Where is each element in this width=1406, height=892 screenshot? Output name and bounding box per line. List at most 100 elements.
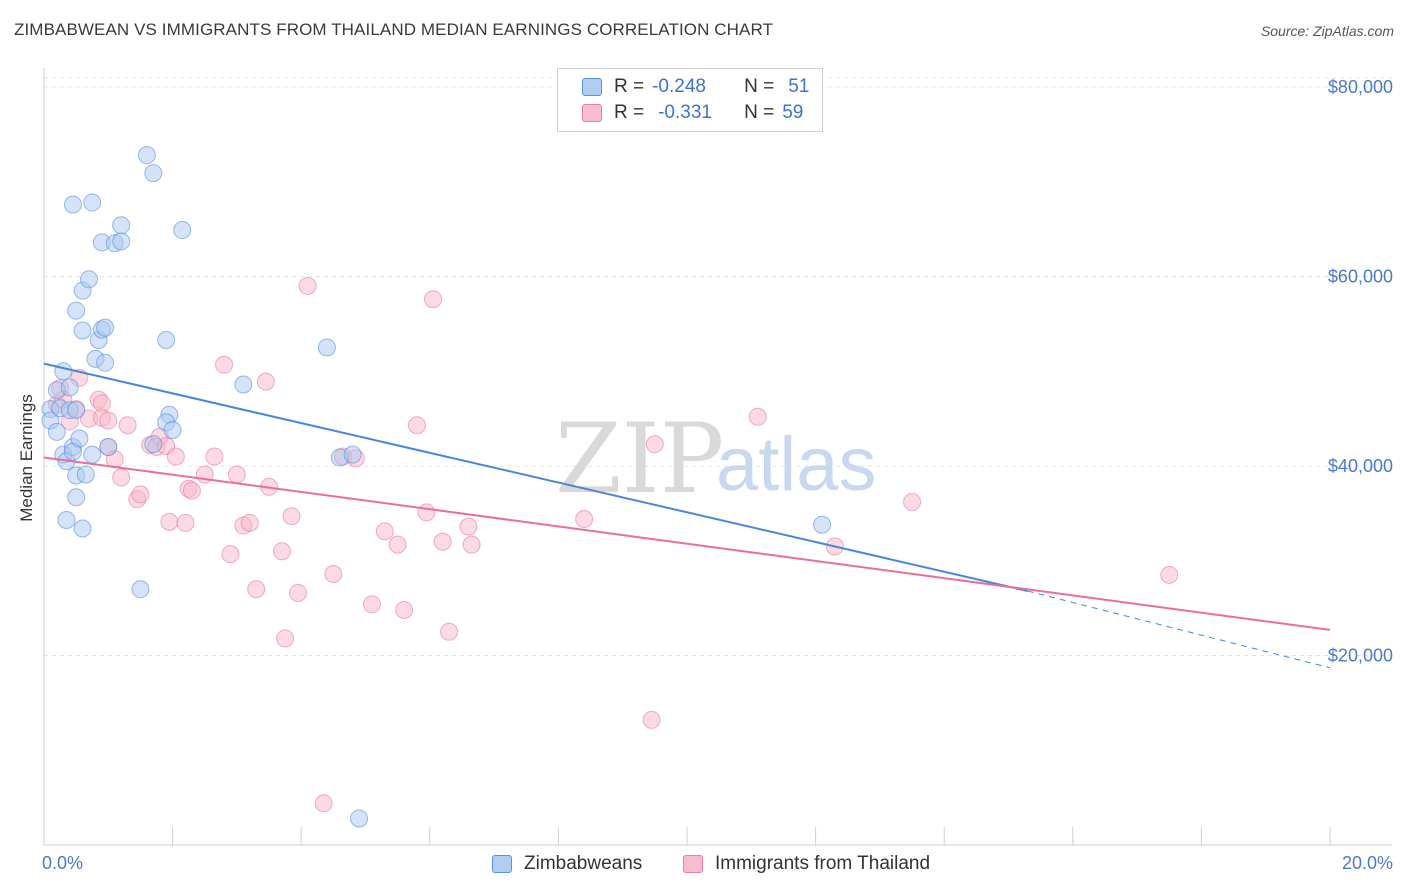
thailand-point [903,492,922,511]
thailand-point [407,416,426,435]
thailand-point [215,355,234,374]
legend-swatch-thailand [582,104,602,122]
x-tick-label-min: 0.0% [42,853,83,873]
zimbabweans-point [67,488,86,507]
bottom-legend-zimbabweans: Zimbabweans [492,852,642,876]
zimbabweans-point [163,420,182,439]
y-tick-label: $60,000 [1328,266,1393,286]
thailand-point [298,276,317,295]
legend-n-label: N = [744,102,775,123]
zimbabweans-point [343,445,362,464]
zimbabweans-point [67,301,86,320]
legend-r-label: R = [614,76,645,97]
thailand-point [288,583,307,602]
thailand-point [440,622,459,641]
tick-labels: $20,000 $40,000 $60,000 $80,000 0.0% 20.0% [42,77,1393,873]
thailand-point [362,595,381,614]
thailand-point [227,465,246,484]
zimbabweans-point [350,809,369,828]
x-tick-label-max: 20.0% [1342,853,1393,873]
thailand-point [240,513,259,532]
thailand-trend-line [43,456,1331,631]
thailand-point [388,535,407,554]
thailand-point [99,411,118,430]
thailand-point [221,545,240,564]
thailand-point [1160,565,1179,584]
zipatlas-watermark: ZIP atlas [555,403,877,515]
thailand-point [118,416,137,435]
zimbabweans-point [234,375,253,394]
watermark-zip: ZIP [555,403,724,515]
zimbabweans-point [67,401,86,420]
thailand-point [182,481,201,500]
zimbabweans-point [96,353,115,372]
zimbabweans-point [63,195,82,214]
thailand-point [642,710,661,729]
thailand-point [314,794,333,813]
thailand-point [131,485,150,504]
thailand-point [112,468,131,487]
thailand-point [748,407,767,426]
zimbabweans-point [73,321,92,340]
thailand-point [433,532,452,551]
chart-title: ZIMBABWEAN VS IMMIGRANTS FROM THAILAND M… [14,20,774,39]
legend-swatch-zimbabweans [582,78,602,96]
zimbabweans-trend-line [43,362,1029,593]
thailand-point [160,512,179,531]
bottom-legend-thailand: Immigrants from Thailand [683,852,930,876]
legend-r-value: -0.331 [658,102,712,123]
zimbabweans-point [54,362,73,381]
zimbabweans-trend-extension [1027,590,1331,669]
legend-row-thailand: R = -0.331 N = 59 [582,101,803,125]
zimbabweans-point [80,270,99,289]
thailand-point [247,580,266,599]
zimbabweans-point [317,338,336,357]
zimbabweans-point [137,146,156,165]
bottom-legend-label-zimbabweans: Zimbabweans [524,853,643,874]
zimbabweans-point [60,378,79,397]
thailand-point [176,513,195,532]
zimbabweans-point [157,330,176,349]
bottom-legend-swatch-zimbabweans [492,855,512,873]
legend-r-value: -0.248 [652,76,706,97]
stats-legend: R = -0.248 N = 51 R = -0.331 N = 59 [557,68,823,132]
thailand-point [282,507,301,526]
thailand-point [645,435,664,454]
thailand-point [459,517,478,536]
thailand-point [375,522,394,541]
thailand-point [205,447,224,466]
zimbabweans-point [76,465,95,484]
legend-row-zimbabweans: R = -0.248 N = 51 [582,75,809,99]
zimbabweans-point [99,438,118,457]
zimbabweans-point [813,515,832,534]
zimbabweans-point [112,216,131,235]
zimbabweans-point [83,193,102,212]
watermark-atlas: atlas [716,422,877,507]
zimbabweans-point [112,232,131,251]
thailand-point [462,535,481,554]
thailand-point [395,601,414,620]
thailand-point [417,503,436,522]
trend-lines [43,362,1331,669]
y-tick-label: $80,000 [1328,77,1393,97]
bottom-legend-swatch-thailand [683,855,703,873]
zimbabweans-point [57,510,76,529]
zimbabweans-point [70,429,89,448]
thailand-point [424,290,443,309]
legend-r-label: R = [614,102,645,123]
series-thailand-points [47,276,1179,813]
y-tick-label: $40,000 [1328,456,1393,476]
bottom-legend-label-thailand: Immigrants from Thailand [715,853,931,874]
zimbabweans-point [96,318,115,337]
zimbabweans-point [173,221,192,240]
gridlines [44,77,1392,656]
axes [43,68,1392,846]
legend-n-value: 59 [782,102,804,123]
thailand-point [324,564,343,583]
y-axis-label: Median Earnings [17,394,36,522]
zimbabweans-point [47,422,66,441]
legend-n-value: 51 [788,76,810,97]
thailand-point [256,372,275,391]
zimbabweans-point [73,519,92,538]
